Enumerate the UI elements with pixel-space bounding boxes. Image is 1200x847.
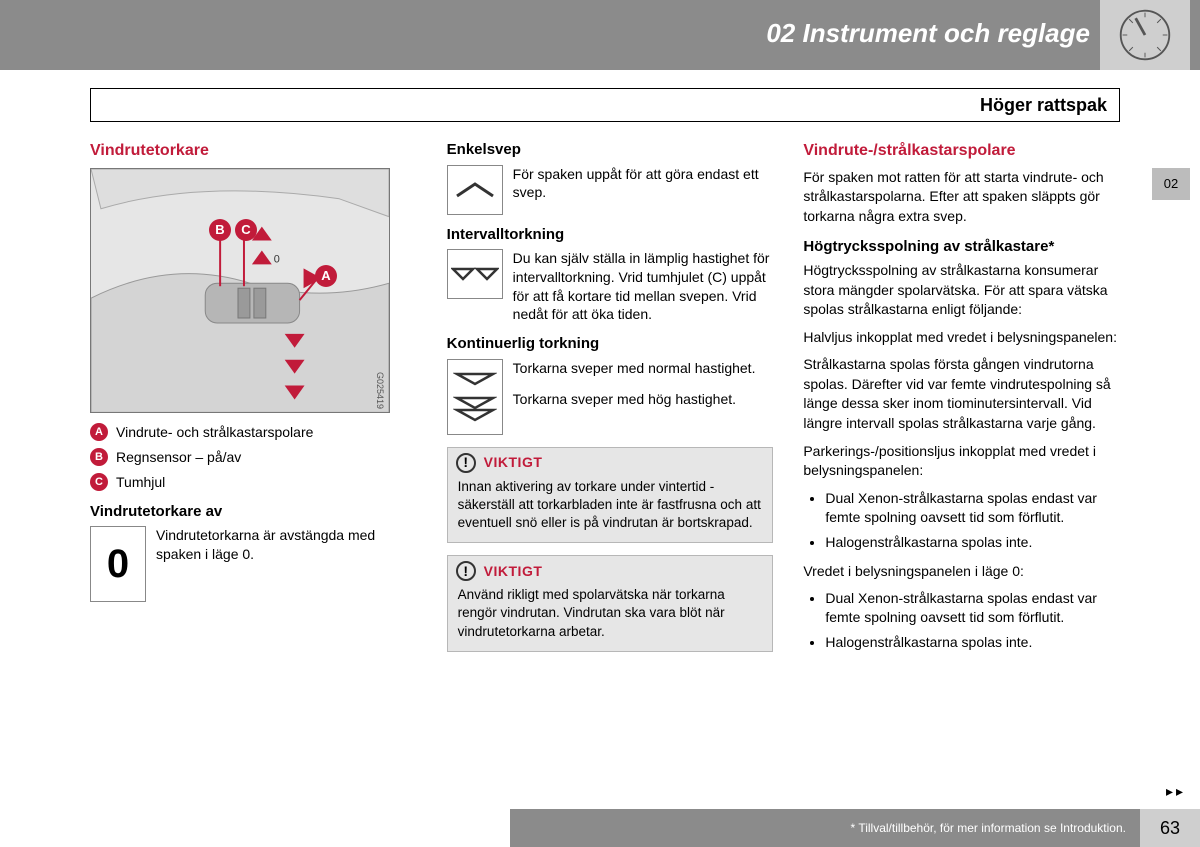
svg-text:0: 0: [274, 253, 280, 265]
callout-1-title: VIKTIGT: [484, 453, 543, 472]
single-sweep-text: För spaken uppåt för att göra endast ett…: [513, 165, 774, 215]
washers-p5: Parkerings-/positionsljus inkopplat med …: [803, 442, 1130, 481]
washers-p6: Vredet i belysningspanelen i läge 0:: [803, 562, 1130, 582]
continuous-heading: Kontinuerlig torkning: [447, 334, 774, 354]
content-columns: Vindrutetorkare 0 B C: [0, 122, 1200, 662]
legend-letter-b: B: [90, 448, 108, 466]
bullets-1: Dual Xenon-strålkastarna spolas endast v…: [803, 489, 1130, 552]
continuous-normal-row: Torkarna sveper med normal hastighet. To…: [447, 359, 774, 435]
highpressure-heading: Högtrycksspolning av strålkastare*: [803, 237, 1130, 257]
interval-text: Du kan själv ställa in lämplig hastighet…: [513, 249, 774, 325]
callout-2-body: Använd rikligt med spolarvätska när tork…: [448, 586, 773, 651]
bullets-2: Dual Xenon-strålkastarna spolas endast v…: [803, 589, 1130, 652]
single-sweep-icon: [447, 165, 503, 215]
continuous-icon: [447, 359, 503, 435]
single-sweep-row: För spaken uppåt för att göra endast ett…: [447, 165, 774, 215]
legend-text-a: Vindrute- och strålkastarspolare: [116, 423, 313, 442]
stalk-illustration-svg: 0: [91, 169, 389, 412]
chapter-title: 02 Instrument och reglage: [766, 16, 1090, 51]
bullet-1-0: Dual Xenon-strålkastarna spolas endast v…: [825, 489, 1130, 527]
legend-text-c: Tumhjul: [116, 473, 165, 492]
callout-1-body: Innan aktivering av torkare under vinter…: [448, 478, 773, 543]
washers-p2: Högtrycksspolning av strålkastarna konsu…: [803, 261, 1130, 320]
washers-p4: Strålkastarna spolas första gången vindr…: [803, 355, 1130, 433]
interval-row: Du kan själv ställa in lämplig hastighet…: [447, 249, 774, 325]
exclamation-icon: !: [456, 561, 476, 581]
illus-badge-b: B: [209, 219, 231, 241]
legend: A Vindrute- och strålkastarspolare B Reg…: [90, 423, 417, 492]
interval-heading: Intervalltorkning: [447, 225, 774, 245]
legend-item-a: A Vindrute- och strålkastarspolare: [90, 423, 417, 442]
washers-p3: Halvljus inkopplat med vredet i belysnin…: [803, 328, 1130, 348]
bullet-2-0: Dual Xenon-strålkastarna spolas endast v…: [825, 589, 1130, 627]
stalk-illustration: 0 B C A G025419: [90, 168, 390, 413]
wipers-off-heading: Vindrutetorkare av: [90, 502, 417, 522]
legend-item-b: B Regnsensor – på/av: [90, 448, 417, 467]
callout-2-title: VIKTIGT: [484, 562, 543, 581]
single-sweep-heading: Enkelsvep: [447, 140, 774, 160]
washers-heading: Vindrute-/strålkastarspolare: [803, 140, 1130, 162]
page-number: 63: [1140, 809, 1200, 847]
wipers-off-row: 0 Vindrutetorkarna är avstängda med spak…: [90, 526, 417, 602]
continued-indicator: ▸▸: [1166, 782, 1186, 801]
column-1: Vindrutetorkare 0 B C: [90, 140, 417, 662]
continuous-normal-text: Torkarna sveper med normal hastighet.: [513, 359, 774, 378]
footnote-text: * Tillval/tillbehör, för mer information…: [510, 809, 1140, 847]
illustration-code: G025419: [374, 372, 386, 409]
interval-icon: [447, 249, 503, 299]
column-2: Enkelsvep För spaken uppåt för att göra …: [447, 140, 774, 662]
washers-p1: För spaken mot ratten för att starta vin…: [803, 168, 1130, 227]
legend-letter-c: C: [90, 473, 108, 491]
wipers-heading: Vindrutetorkare: [90, 140, 417, 162]
chapter-header: 02 Instrument och reglage: [0, 0, 1200, 70]
column-3: Vindrute-/strålkastarspolare För spaken …: [803, 140, 1130, 662]
gauge-icon: [1117, 7, 1173, 63]
section-subtitle: Höger rattspak: [980, 95, 1107, 115]
legend-item-c: C Tumhjul: [90, 473, 417, 492]
continuous-high-text: Torkarna sveper med hög hastighet.: [513, 390, 774, 409]
wipers-off-text: Vindrutetorkarna är avstängda med spaken…: [156, 526, 417, 602]
illus-badge-a: A: [315, 265, 337, 287]
legend-text-b: Regnsensor – på/av: [116, 448, 241, 467]
legend-letter-a: A: [90, 423, 108, 441]
page-footer: * Tillval/tillbehör, för mer information…: [0, 809, 1200, 847]
important-callout-1: ! VIKTIGT Innan aktivering av torkare un…: [447, 447, 774, 544]
side-tab: 02: [1152, 168, 1190, 200]
illus-badge-c: C: [235, 219, 257, 241]
important-callout-2: ! VIKTIGT Använd rikligt med spolarvätsk…: [447, 555, 774, 652]
bullet-1-1: Halogenstrålkastarna spolas inte.: [825, 533, 1130, 552]
bullet-2-1: Halogenstrålkastarna spolas inte.: [825, 633, 1130, 652]
section-subtitle-box: Höger rattspak: [90, 88, 1120, 122]
exclamation-icon: !: [456, 453, 476, 473]
zero-icon: 0: [90, 526, 146, 602]
chapter-icon-box: [1100, 0, 1190, 70]
